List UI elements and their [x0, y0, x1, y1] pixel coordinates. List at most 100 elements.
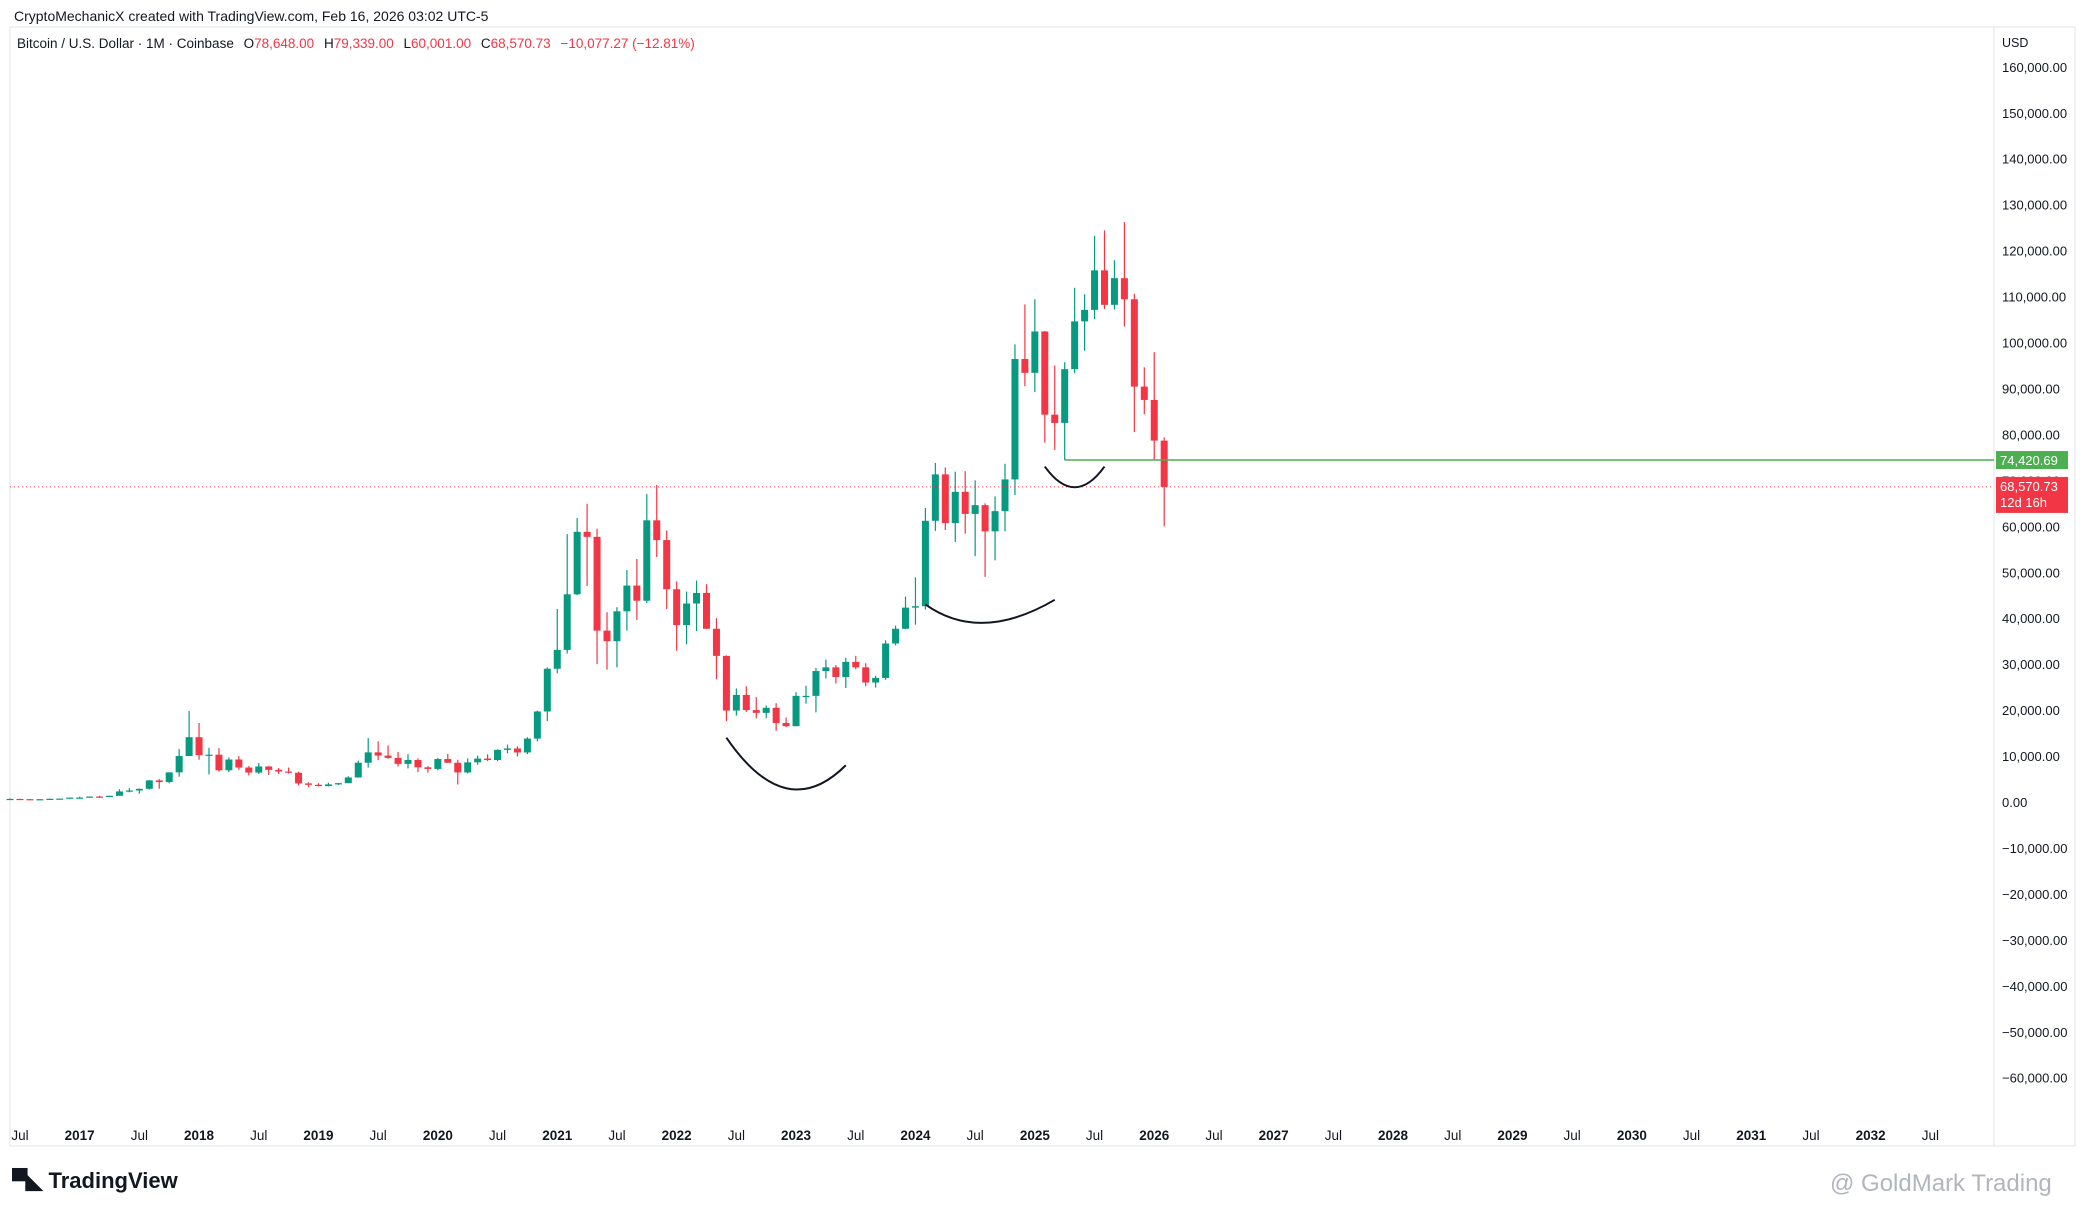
- time-axis-tick: Jul: [1802, 1128, 1819, 1143]
- drawn-curve: [1043, 465, 1106, 489]
- candle-body: [703, 592, 710, 629]
- price-axis-tick: 20,000.00: [2002, 703, 2060, 718]
- candle-body: [16, 798, 24, 801]
- candle-body: [593, 536, 601, 631]
- candle-body: [663, 540, 671, 590]
- countdown-label: 12d 16h: [2000, 495, 2047, 510]
- price-axis-tick: −10,000.00: [2002, 841, 2067, 856]
- price-axis-tick: −60,000.00: [2002, 1071, 2067, 1086]
- candle-body: [464, 762, 472, 773]
- candle-body: [6, 798, 14, 801]
- price-axis-tick: 160,000.00: [2002, 60, 2067, 75]
- candle-body: [364, 752, 372, 763]
- candle-body: [931, 474, 939, 521]
- candle-body: [961, 491, 969, 514]
- time-axis-tick: Jul: [728, 1128, 745, 1143]
- time-axis-tick: Jul: [489, 1128, 506, 1143]
- candle-body: [275, 769, 283, 772]
- time-axis-tick: Jul: [11, 1128, 28, 1143]
- candle-body: [354, 762, 362, 778]
- time-axis-tick: 2031: [1736, 1128, 1767, 1143]
- candle-body: [265, 766, 273, 770]
- candle-body: [712, 628, 720, 656]
- candle-body: [1081, 309, 1089, 322]
- candle-body: [673, 589, 681, 626]
- candle-body: [115, 791, 123, 796]
- candle-body: [533, 711, 541, 739]
- candle-body: [96, 796, 104, 798]
- candle-body: [414, 759, 422, 768]
- candle-body: [404, 759, 412, 764]
- candle-body: [683, 603, 691, 626]
- candle-body: [324, 784, 332, 787]
- candle-body: [543, 668, 551, 712]
- candle-body: [882, 643, 890, 678]
- candle-body: [1120, 278, 1128, 300]
- candle-body: [185, 737, 193, 757]
- time-axis-tick: 2032: [1856, 1128, 1886, 1143]
- candle-body: [852, 661, 860, 668]
- candle-body: [981, 505, 989, 532]
- candle-body: [1110, 278, 1118, 305]
- candle-body: [573, 531, 581, 595]
- tradingview-logo-icon: ▀◣: [12, 1168, 42, 1193]
- time-axis-tick: 2022: [662, 1128, 692, 1143]
- candle-body: [394, 757, 402, 764]
- candle-body: [792, 695, 800, 727]
- candle-body: [1001, 479, 1009, 512]
- candle-body: [1061, 369, 1069, 423]
- symbol-title[interactable]: Bitcoin / U.S. Dollar · 1M · Coinbase: [17, 36, 234, 51]
- price-axis-tick: 60,000.00: [2002, 519, 2060, 534]
- candle-body: [802, 695, 810, 698]
- candle-body: [26, 799, 34, 801]
- candle-body: [772, 707, 780, 723]
- time-axis-tick: 2029: [1497, 1128, 1527, 1143]
- candle-body: [125, 790, 133, 792]
- time-axis-tick: 2024: [900, 1128, 931, 1143]
- candle-body: [553, 649, 561, 669]
- candle-body: [742, 694, 750, 711]
- price-axis-currency: USD: [2002, 36, 2028, 50]
- price-axis-tick: 90,000.00: [2002, 381, 2060, 396]
- candle-body: [305, 783, 312, 785]
- candle-body: [752, 710, 760, 713]
- candle-body: [76, 797, 84, 799]
- candle-body: [862, 667, 870, 683]
- candle-body: [135, 788, 143, 791]
- candle-body: [374, 752, 382, 756]
- candle-body: [295, 772, 303, 784]
- candle-body: [145, 780, 153, 789]
- candle-body: [494, 749, 502, 761]
- price-axis-tick: 0.00: [2002, 795, 2027, 810]
- drawn-curve: [924, 598, 1056, 624]
- time-axis-tick: Jul: [370, 1128, 387, 1143]
- candle-body: [762, 707, 770, 713]
- candle-body: [991, 511, 999, 532]
- time-axis-tick: Jul: [1325, 1128, 1342, 1143]
- candle-body: [583, 531, 591, 537]
- brand-name: TradingView: [48, 1168, 178, 1193]
- candle-body: [603, 630, 611, 642]
- candle-body: [732, 694, 740, 711]
- candle-body: [484, 758, 492, 761]
- candle-body: [314, 784, 322, 787]
- price-axis-tick: 120,000.00: [2002, 244, 2067, 259]
- candle-body: [424, 767, 432, 769]
- candle-body: [1150, 399, 1158, 441]
- horizontal-level-label: 74,420.69: [2000, 453, 2058, 468]
- candle-body: [165, 772, 173, 783]
- candle-body: [175, 756, 183, 773]
- time-axis-tick: Jul: [131, 1128, 148, 1143]
- last-price-label: 68,570.73: [2000, 479, 2058, 494]
- candle-body: [46, 798, 54, 800]
- time-axis-tick: 2018: [184, 1128, 215, 1143]
- time-axis-tick: Jul: [1922, 1128, 1939, 1143]
- time-axis-tick: 2028: [1378, 1128, 1409, 1143]
- candle-body: [1021, 359, 1029, 373]
- candle-body: [523, 738, 531, 753]
- tradingview-logo[interactable]: ▀◣ TradingView: [12, 1168, 178, 1194]
- low-value: 60,001.00: [411, 36, 472, 51]
- candle-body: [504, 748, 511, 750]
- candle-body: [1140, 386, 1148, 400]
